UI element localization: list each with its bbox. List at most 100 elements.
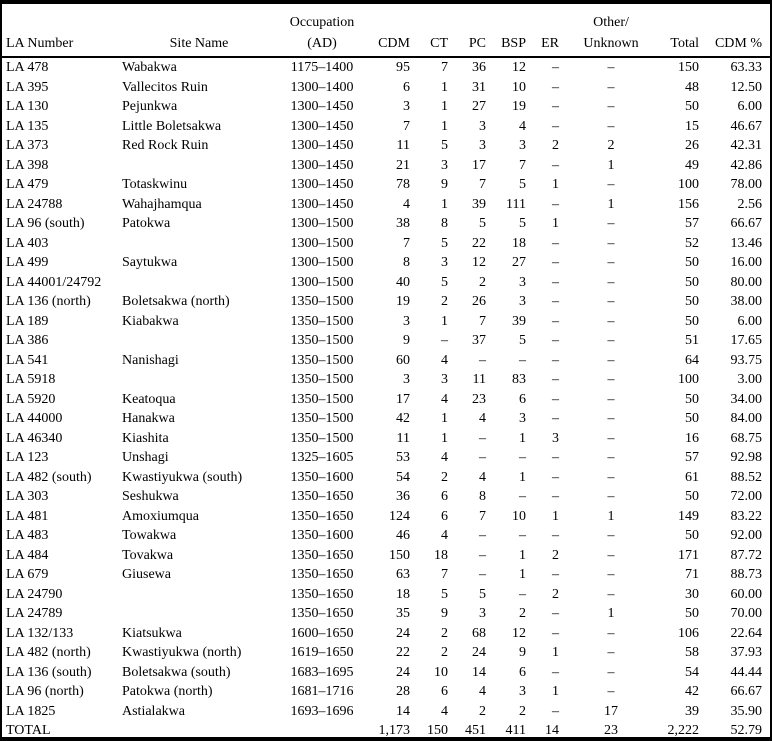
pc-cell: 3 xyxy=(479,118,486,134)
cdm-cell: 53 xyxy=(396,450,410,465)
total-cell: 26 xyxy=(685,138,699,153)
cdm-pct-cell: 37.93 xyxy=(730,645,763,660)
bsp-cell: 5 xyxy=(519,216,526,231)
total-cell: 71 xyxy=(685,567,699,582)
site-name-cell xyxy=(119,370,276,390)
header-row-labels: LA Number Site Name (AD) CDM CT PC BSP E… xyxy=(2,31,770,58)
cdm-cell: 7 xyxy=(403,118,410,134)
pc-cell: 11 xyxy=(472,372,486,387)
table-row: LA 395 Vallecitos Ruin 1300–1400 6 1 31 10 – – 48… xyxy=(2,78,770,98)
occupation-cell: 1350–1650 xyxy=(290,606,354,621)
table-row: LA 136 (south) Boletsakwa (south) 1683–169… xyxy=(2,663,770,683)
cdm-cell: 46 xyxy=(396,528,410,543)
cdm-pct-cell: 42.86 xyxy=(730,157,763,173)
total-cell: 50 xyxy=(685,274,699,290)
er-cell: – xyxy=(552,157,559,173)
la-number-cell: LA 395 xyxy=(6,79,49,95)
ct-cell: 18 xyxy=(434,547,448,563)
ct-cell: 4 xyxy=(441,391,448,407)
ct-cell: 4 xyxy=(441,450,448,465)
cdm-pct-cell: 78.00 xyxy=(730,177,763,192)
la-number-cell: LA 479 xyxy=(6,177,49,192)
er-cell: – xyxy=(552,528,559,543)
occupation-cell: 1300–1500 xyxy=(290,274,354,290)
site-name-cell: Giusewa xyxy=(122,567,171,582)
table-row: LA 96 (south) Patokwa 1300–1500 38 8 5 5 1 – 57 66… xyxy=(2,214,770,234)
total-cell: 2,222 xyxy=(667,723,700,738)
total-row: TOTAL 1,173 150 451 411 14 23 2,222 52.79 xyxy=(2,721,770,738)
ct-cell: 1 xyxy=(441,313,448,329)
table-row: LA 24790 1350–1650 18 5 5 – 2 – 30 60.00 xyxy=(2,585,770,605)
site-name-cell: Kwastiyukwa (south) xyxy=(122,469,243,485)
bsp-cell: 4 xyxy=(519,118,526,134)
ct-cell: 1 xyxy=(441,79,448,95)
site-name-cell: Boletsakwa (north) xyxy=(122,294,230,309)
ct-cell: 4 xyxy=(441,703,448,719)
other-unknown-cell: – xyxy=(607,625,615,641)
cdm-pct-cell: 60.00 xyxy=(730,586,763,602)
bsp-cell: – xyxy=(519,489,526,504)
cdm-pct-cell: 92.98 xyxy=(730,450,763,465)
total-cell: 156 xyxy=(678,196,699,212)
cdm-pct-cell: 44.44 xyxy=(730,664,763,680)
other-unknown-cell: – xyxy=(607,177,615,192)
total-cell: 16 xyxy=(685,430,699,446)
cdm-cell: 60 xyxy=(396,352,410,368)
cdm-pct-cell: 52.79 xyxy=(730,723,763,738)
ct-cell: – xyxy=(441,333,448,348)
column-header-occupation-ad: (AD) xyxy=(276,31,368,58)
er-cell: 3 xyxy=(552,430,559,446)
occupation-cell: 1681–1716 xyxy=(290,684,354,699)
cdm-cell: 95 xyxy=(396,60,410,75)
cdm-cell: 14 xyxy=(396,703,410,719)
total-cell: 54 xyxy=(685,664,699,680)
la-number-cell: LA 44000 xyxy=(6,411,63,426)
cdm-pct-cell: 83.22 xyxy=(730,508,763,524)
occupation-cell: 1350–1500 xyxy=(290,372,354,387)
table-row: LA 44001/24792 1300–1500 40 5 2 3 – – 50 80.00 xyxy=(2,273,770,293)
header-spacer xyxy=(661,4,770,31)
cdm-pct-cell: 72.00 xyxy=(730,489,763,504)
site-name-cell xyxy=(119,721,276,737)
cdm-cell: 19 xyxy=(396,294,410,309)
bsp-cell: – xyxy=(519,586,526,602)
bsp-cell: – xyxy=(519,450,526,465)
bsp-cell: – xyxy=(519,352,526,368)
la-number-cell: LA 398 xyxy=(6,157,49,173)
cdm-cell: 35 xyxy=(396,606,410,621)
other-unknown-cell: – xyxy=(607,391,615,407)
cdm-cell: 3 xyxy=(403,99,410,114)
table-row: LA 481 Amoxiumqua 1350–1650 124 6 7 10 1 1 149 83.… xyxy=(2,507,770,527)
pc-cell: 22 xyxy=(472,235,486,251)
pc-cell: 37 xyxy=(472,333,486,348)
er-cell: – xyxy=(552,255,559,270)
cdm-pct-cell: 17.65 xyxy=(730,333,763,348)
column-header-bsp: BSP xyxy=(488,31,528,58)
er-cell: – xyxy=(552,235,559,251)
occupation-cell: 1350–1600 xyxy=(290,469,354,485)
occupation-cell: 1350–1500 xyxy=(290,430,354,446)
ct-cell: 1 xyxy=(441,411,448,426)
cdm-pct-cell: 68.75 xyxy=(730,430,763,446)
table-row: LA 123 Unshagi 1325–1605 53 4 – – – – 57 92.98 xyxy=(2,448,770,468)
total-cell: 171 xyxy=(678,547,699,563)
cdm-pct-cell: 22.64 xyxy=(730,625,763,641)
total-cell: 57 xyxy=(685,216,699,231)
cdm-pct-cell: 66.67 xyxy=(730,684,763,699)
other-unknown-cell: – xyxy=(607,430,615,446)
er-cell: 2 xyxy=(552,138,559,153)
other-unknown-cell: – xyxy=(607,60,615,75)
cdm-cell: 3 xyxy=(403,372,410,387)
pc-cell: 3 xyxy=(479,138,486,153)
bsp-cell: 6 xyxy=(519,391,526,407)
pc-cell: 23 xyxy=(472,391,486,407)
cdm-cell: 124 xyxy=(389,508,410,524)
er-cell: – xyxy=(552,703,559,719)
other-unknown-cell: – xyxy=(607,274,615,290)
pc-cell: 8 xyxy=(479,489,486,504)
la-number-cell: LA 5920 xyxy=(6,391,56,407)
site-name-cell: Patokwa (north) xyxy=(122,684,213,699)
pc-cell: 27 xyxy=(472,99,486,114)
cdm-cell: 21 xyxy=(396,157,410,173)
la-number-cell: LA 136 (north) xyxy=(6,294,91,309)
